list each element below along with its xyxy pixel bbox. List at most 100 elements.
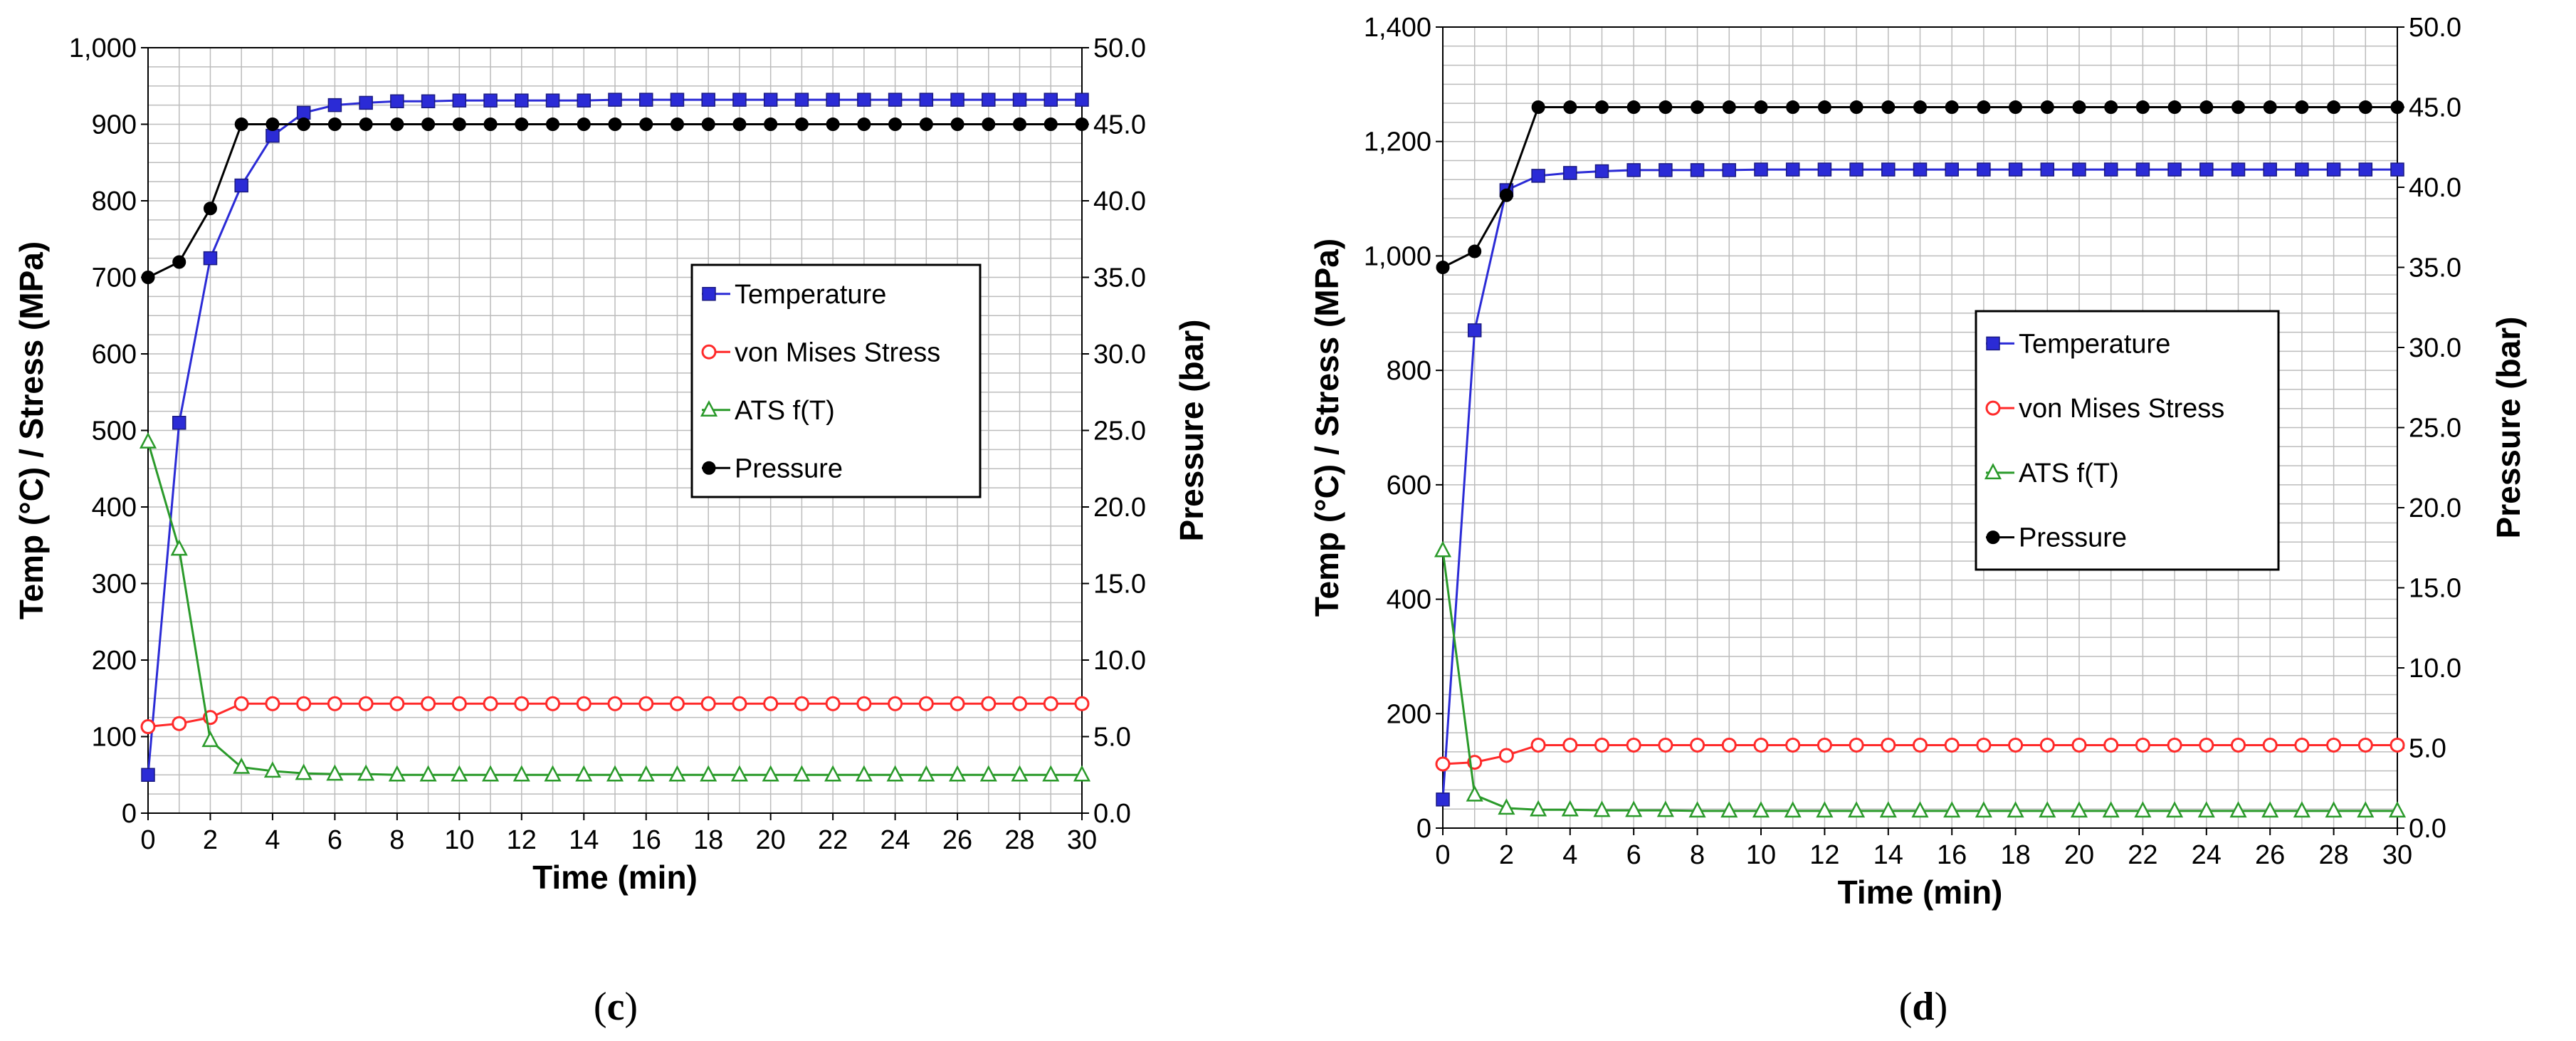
- data-point: [389, 696, 405, 711]
- y-axis-label: Temp (°C) / Stress (MPa): [13, 241, 50, 619]
- x-tick-label: 18: [2000, 840, 2030, 870]
- data-point: [357, 764, 375, 781]
- data-point: [170, 539, 188, 556]
- legend: Temperature von Mises Stress ATS f(T) Press…: [690, 263, 982, 498]
- data-point: [1849, 162, 1863, 177]
- data-point: [2262, 737, 2278, 753]
- data-point: [1013, 117, 1027, 131]
- data-point: [919, 93, 934, 107]
- data-point: [825, 696, 841, 711]
- data-point: [1817, 737, 1832, 753]
- data-point: [577, 117, 591, 131]
- data-point: [950, 117, 964, 131]
- legend-swatch-marker: [1986, 336, 2000, 351]
- y2-tick-label: 40.0: [2409, 173, 2461, 203]
- y-tick-label: 0: [122, 799, 137, 829]
- data-point: [1468, 244, 1482, 258]
- data-point: [172, 716, 187, 731]
- data-point: [638, 696, 654, 711]
- data-point: [1561, 800, 1579, 817]
- data-point: [515, 93, 529, 108]
- data-point: [1690, 163, 1705, 177]
- data-point: [1911, 801, 1929, 818]
- data-point: [1563, 166, 1577, 180]
- legend-entry-label: ATS f(T): [2019, 459, 2119, 488]
- data-point: [888, 93, 903, 107]
- panel-caption: (d): [1899, 985, 1947, 1029]
- data-point: [2294, 737, 2310, 753]
- y-tick-label: 500: [92, 417, 137, 446]
- data-point: [1530, 800, 1547, 817]
- data-point: [2388, 801, 2407, 818]
- y-tick-label: 700: [92, 263, 137, 293]
- data-point: [1562, 737, 1578, 753]
- data-point: [1075, 117, 1089, 131]
- x-tick-label: 22: [2128, 840, 2157, 870]
- data-point: [575, 765, 593, 782]
- data-point: [2072, 100, 2086, 114]
- data-point: [2263, 162, 2277, 177]
- data-point: [1626, 737, 1641, 753]
- caption-close: ): [624, 985, 638, 1029]
- data-point: [2040, 100, 2054, 114]
- x-tick-label: 20: [2064, 840, 2094, 870]
- data-point: [2199, 100, 2214, 114]
- x-tick-label: 20: [756, 825, 786, 855]
- data-point: [2071, 737, 2087, 753]
- y-tick-label: 800: [92, 187, 137, 216]
- data-point: [201, 731, 219, 748]
- y2-tick-label: 10.0: [1093, 646, 1146, 676]
- legend-box: [690, 263, 982, 498]
- data-point: [1595, 100, 1609, 114]
- data-point: [669, 696, 685, 711]
- x-tick-label: 8: [389, 825, 404, 855]
- data-point: [1626, 163, 1641, 177]
- y2-tick-label: 35.0: [1093, 263, 1146, 293]
- data-point: [1752, 801, 1770, 818]
- data-point: [139, 431, 157, 449]
- legend-swatch-marker: [1984, 463, 2002, 480]
- data-point: [295, 763, 312, 780]
- data-point: [1849, 100, 1863, 114]
- y2-tick-label: 20.0: [1093, 493, 1146, 523]
- y-tick-label: 100: [92, 723, 137, 753]
- data-point: [2229, 801, 2247, 818]
- data-point: [888, 117, 903, 131]
- data-point: [1785, 162, 1800, 177]
- y-axis-label: Temp (°C) / Stress (MPa): [1308, 239, 1345, 617]
- data-point: [764, 117, 778, 131]
- data-point: [2103, 737, 2119, 753]
- data-point: [732, 696, 747, 711]
- data-point: [2390, 100, 2404, 114]
- data-point: [919, 117, 933, 131]
- data-point: [1977, 100, 1991, 114]
- y2-tick-label: 15.0: [2409, 574, 2461, 604]
- data-point: [419, 765, 437, 782]
- x-axis-label: Time (min): [532, 859, 698, 896]
- data-point: [358, 696, 374, 711]
- y2-tick-label: 20.0: [2409, 493, 2461, 523]
- data-point: [982, 117, 996, 131]
- data-point: [483, 93, 498, 108]
- x-tick-label: 12: [1809, 840, 1839, 870]
- data-point: [172, 255, 186, 269]
- x-tick-label: 26: [2255, 840, 2285, 870]
- chart-c-svg: 01002003004005006007008009001,0000.05.01…: [13, 33, 1210, 1029]
- data-point: [545, 696, 561, 711]
- data-point: [856, 696, 872, 711]
- legend-swatch-marker: [700, 400, 718, 417]
- legend-swatch-marker: [702, 287, 716, 301]
- panel-caption: (c): [594, 985, 638, 1029]
- data-point: [2008, 162, 2023, 177]
- x-tick-label: 16: [1937, 840, 1967, 870]
- data-point: [1042, 765, 1060, 782]
- y2-tick-label: 50.0: [2409, 13, 2461, 43]
- data-point: [1786, 100, 1800, 114]
- y-tick-label: 400: [92, 493, 137, 523]
- data-point: [265, 696, 280, 711]
- data-point: [421, 696, 436, 711]
- data-point: [2261, 801, 2279, 818]
- y2-tick-label: 15.0: [1093, 570, 1146, 600]
- data-point: [1722, 100, 1736, 114]
